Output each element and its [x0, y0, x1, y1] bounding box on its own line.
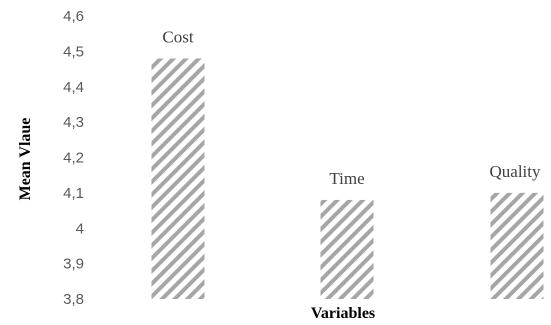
- x-axis-title: Variables: [311, 305, 375, 322]
- y-tick-label: 4: [76, 220, 84, 237]
- y-tick-label: 3,9: [63, 256, 84, 273]
- y-axis-tick-labels: 3,8 3,9 4 4,1 4,2 4,3 4,4 4,5 4,6: [63, 8, 84, 308]
- bars: [151, 58, 544, 300]
- bar-label-cost: Cost: [162, 27, 193, 46]
- bar-data-labels: Cost Time Quality: [162, 27, 541, 188]
- y-tick-label: 4,1: [63, 185, 84, 202]
- y-tick-label: 4,5: [63, 43, 84, 60]
- y-tick-label: 3,8: [63, 291, 84, 308]
- y-tick-label: 4,3: [63, 114, 84, 131]
- y-axis-title: Mean Vlaue: [17, 118, 34, 201]
- y-tick-label: 4,4: [63, 79, 84, 96]
- bar-cost: [151, 58, 205, 300]
- bar-time: [320, 199, 374, 299]
- bar-quality: [490, 192, 544, 299]
- y-tick-label: 4,6: [63, 8, 84, 25]
- bar-label-quality: Quality: [490, 162, 541, 181]
- y-tick-label: 4,2: [63, 150, 84, 167]
- bar-label-time: Time: [329, 169, 364, 188]
